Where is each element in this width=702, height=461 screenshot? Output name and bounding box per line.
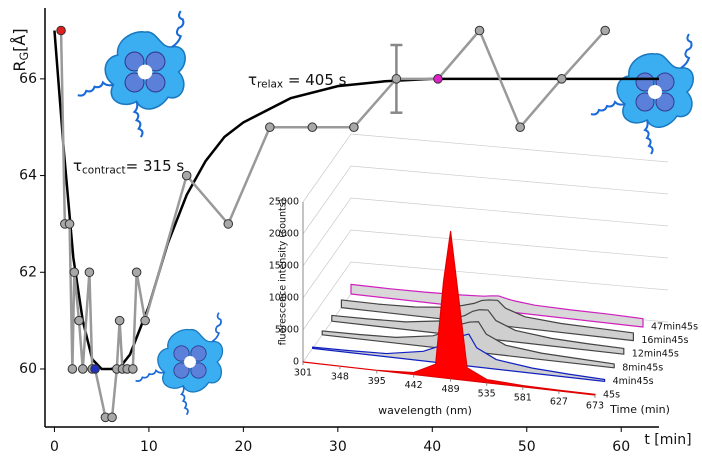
x-tick-label: 0	[50, 439, 59, 455]
data-point	[68, 365, 77, 374]
x-tick-label: 301	[294, 368, 312, 379]
grid-line	[303, 166, 668, 234]
data-point	[434, 75, 443, 84]
data-point	[129, 365, 138, 374]
annotation-symbol: τ	[248, 71, 257, 89]
y-tick-label: 60	[19, 361, 37, 377]
y-tick-label: 66	[19, 71, 37, 87]
annotation-subscript: relax	[257, 79, 283, 91]
y-tick-label: 0	[293, 357, 299, 368]
annotation: τrelax = 405 s	[248, 71, 347, 91]
y-axis-title-symbol: R	[10, 60, 29, 71]
data-point	[65, 220, 74, 229]
data-point	[516, 123, 525, 132]
x-tick-label: 348	[331, 372, 349, 383]
data-point	[392, 75, 401, 84]
annotation: τcontract= 315 s	[73, 157, 184, 177]
protein-icon	[78, 11, 185, 137]
data-point	[224, 220, 233, 229]
x-tick-label: 40	[423, 439, 441, 455]
data-point	[266, 123, 275, 132]
y-axis-title-text: [Å]	[10, 28, 29, 51]
x-axis-title: t [min]	[644, 432, 691, 448]
x-tick-label: 673	[586, 401, 604, 412]
x-tick-label: 581	[514, 392, 532, 403]
data-point	[108, 413, 117, 422]
data-point	[350, 123, 359, 132]
x-tick-label: 30	[329, 439, 347, 455]
y-axis-title: fluorescence intensity (counts)	[278, 199, 289, 346]
x-tick-label: 442	[405, 380, 423, 391]
x-tick-label: 50	[518, 439, 536, 455]
data-point	[57, 26, 66, 35]
x-tick-label: 535	[478, 388, 496, 399]
grid-line	[303, 134, 668, 202]
time-label: 4min45s	[613, 376, 654, 387]
data-point	[85, 268, 94, 277]
annotation-symbol: τ	[73, 157, 82, 175]
data-point	[308, 123, 317, 132]
time-label: 12min45s	[632, 349, 679, 360]
x-tick-label: 20	[234, 439, 252, 455]
data-point	[91, 365, 100, 374]
time-label: 47min45s	[651, 322, 698, 333]
z-axis-title: Time (min)	[609, 403, 670, 416]
x-tick-label: 627	[550, 396, 568, 407]
x-axis-title: wavelength (nm)	[378, 404, 472, 417]
x-tick-label: 395	[368, 376, 386, 387]
data-point	[78, 365, 87, 374]
y-tick-label: 64	[19, 168, 37, 184]
data-point	[141, 316, 150, 325]
x-tick-label: 60	[612, 439, 630, 455]
time-label: 16min45s	[641, 335, 688, 346]
x-tick-label: 10	[140, 439, 158, 455]
data-point	[601, 26, 610, 35]
data-point	[475, 26, 484, 35]
y-tick-label: 62	[19, 264, 37, 280]
data-point	[557, 75, 566, 84]
data-point	[70, 268, 79, 277]
annotation-text: = 405 s	[283, 71, 347, 89]
time-label: 45s	[603, 390, 620, 401]
grid-line	[303, 198, 668, 266]
y-axis-title-subscript: G	[18, 52, 31, 61]
figure: 0500010000150002000025000fluorescence in…	[0, 0, 702, 461]
data-point	[75, 316, 84, 325]
annotation-text: = 315 s	[126, 157, 185, 175]
time-label: 8min45s	[622, 362, 663, 373]
data-point	[132, 268, 141, 277]
annotation-subscript: contract	[82, 165, 126, 177]
data-point	[115, 316, 124, 325]
protein-icon	[136, 313, 223, 415]
y-axis-title: RG[Å]	[10, 28, 31, 71]
protein-icon	[591, 34, 693, 154]
x-tick-label: 489	[441, 384, 459, 395]
